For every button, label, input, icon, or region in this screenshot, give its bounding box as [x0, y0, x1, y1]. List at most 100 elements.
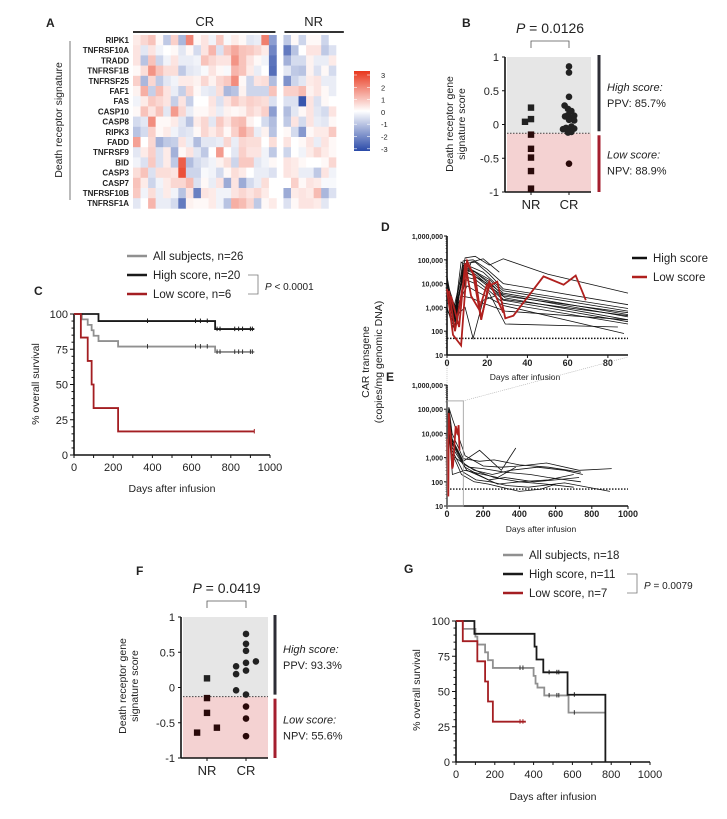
heatmap-cell	[216, 167, 224, 179]
heatmap-cell	[283, 116, 292, 128]
heatmap-cell	[238, 106, 247, 117]
p-value-label: P = 0.0079	[644, 581, 693, 592]
heatmap-cell	[268, 116, 277, 128]
heatmap-cell	[148, 45, 156, 56]
high-score-label: High score:	[283, 644, 339, 656]
heatmap-cell	[253, 126, 262, 138]
heatmap-cell	[140, 75, 149, 87]
nr-point	[527, 104, 535, 111]
heatmap-cell	[155, 65, 164, 77]
panel-letter-f: F	[136, 564, 143, 578]
heatmap-cell	[155, 35, 164, 46]
heatmap-cell	[261, 167, 270, 179]
gene-label: TNFRSF10B	[83, 189, 129, 198]
survival-curve	[456, 620, 526, 723]
heatmap-cell	[298, 167, 307, 179]
nr-point	[527, 115, 535, 123]
heatmap-cell	[291, 126, 299, 138]
heatmap-cell	[208, 35, 217, 46]
heatmap-cell	[328, 45, 337, 56]
heatmap-cell	[216, 157, 224, 168]
p-value-label: P < 0.0001	[265, 282, 314, 293]
heatmap-cell	[328, 116, 337, 128]
heatmap-cell	[140, 45, 149, 56]
heatmap-cell	[185, 188, 194, 199]
nr-point	[527, 185, 535, 192]
heatmap-cell	[208, 198, 217, 209]
heatmap-cell	[283, 188, 292, 199]
x-tick-label: CR	[237, 763, 256, 778]
heatmap-cell	[328, 157, 337, 168]
survival-curve	[74, 313, 255, 330]
heatmap-cell	[291, 86, 299, 97]
legend-label: All subjects, n=26	[153, 251, 243, 263]
heatmap-cell	[193, 157, 202, 168]
heatmap-cell	[306, 35, 314, 46]
heatmap-cell	[163, 126, 172, 138]
heatmap-cell	[321, 75, 330, 87]
y-tick-label: -1	[489, 187, 499, 199]
heatmap-cell	[298, 75, 307, 87]
heatmap-cell	[253, 35, 262, 46]
heatmap-cell	[163, 75, 172, 87]
heatmap-cell	[253, 137, 262, 148]
heatmap-cell	[148, 116, 156, 128]
heatmap-cell	[140, 96, 149, 107]
zoom-box	[446, 400, 464, 507]
heatmap-cell	[223, 96, 232, 107]
y-axis-label: % overall survival	[411, 649, 423, 731]
heatmap-cell	[238, 188, 247, 199]
x-tick-label: 400	[512, 509, 527, 519]
heatmap-cell	[163, 35, 172, 46]
heatmap-cell	[291, 137, 299, 148]
y-tick-label: 0	[493, 120, 499, 132]
heatmap-cell	[148, 198, 156, 209]
heatmap-cell	[268, 75, 277, 87]
heatmap-cell	[216, 198, 224, 209]
heatmap-cell	[328, 177, 337, 189]
gene-label: BID	[115, 158, 129, 167]
heatmap-cell	[185, 147, 194, 158]
gene-label: CASP10	[98, 107, 130, 116]
heatmap-cell	[268, 35, 277, 46]
heatmap-cell	[298, 137, 307, 148]
heatmap-cell	[246, 198, 255, 209]
heatmap-cell	[178, 177, 187, 189]
heatmap-cell	[133, 137, 141, 148]
heatmap-cell	[178, 75, 187, 87]
low-score-region	[507, 133, 591, 192]
heatmap-cell	[223, 45, 232, 56]
heatmap-cell	[200, 106, 209, 117]
heatmap-cell	[298, 157, 307, 168]
heatmap-cell	[170, 55, 179, 66]
heatmap-cell	[200, 198, 209, 209]
heatmap-cell	[140, 198, 149, 209]
heatmap-cell	[185, 75, 194, 87]
heatmap-cell	[185, 65, 194, 77]
heatmap-cell	[223, 75, 232, 87]
x-tick-label: 600	[182, 462, 200, 474]
low-score-line	[448, 257, 505, 332]
heatmap-cell	[208, 55, 217, 66]
heatmap-cell	[313, 35, 322, 46]
heatmap-cell	[231, 188, 239, 199]
heatmap-cell	[223, 116, 232, 128]
high-score-line	[446, 409, 581, 473]
x-tick-label: 400	[143, 462, 161, 474]
heatmap-cell	[291, 45, 299, 56]
colorbar-tick-label: -3	[381, 145, 388, 154]
heatmap-cell	[321, 116, 330, 128]
heatmap-cell	[298, 96, 307, 107]
heatmap-cell	[208, 75, 217, 87]
heatmap-cell	[200, 65, 209, 77]
group-label-cr: CR	[195, 14, 214, 29]
heatmap-cell	[163, 96, 172, 107]
heatmap-cell	[321, 55, 330, 66]
heatmap-cell	[193, 198, 202, 209]
heatmap-cell	[246, 86, 255, 97]
heatmap-cell	[223, 137, 232, 148]
low-score-line	[450, 263, 489, 328]
zoom-connector	[463, 356, 629, 402]
x-tick-label: 200	[486, 769, 504, 781]
